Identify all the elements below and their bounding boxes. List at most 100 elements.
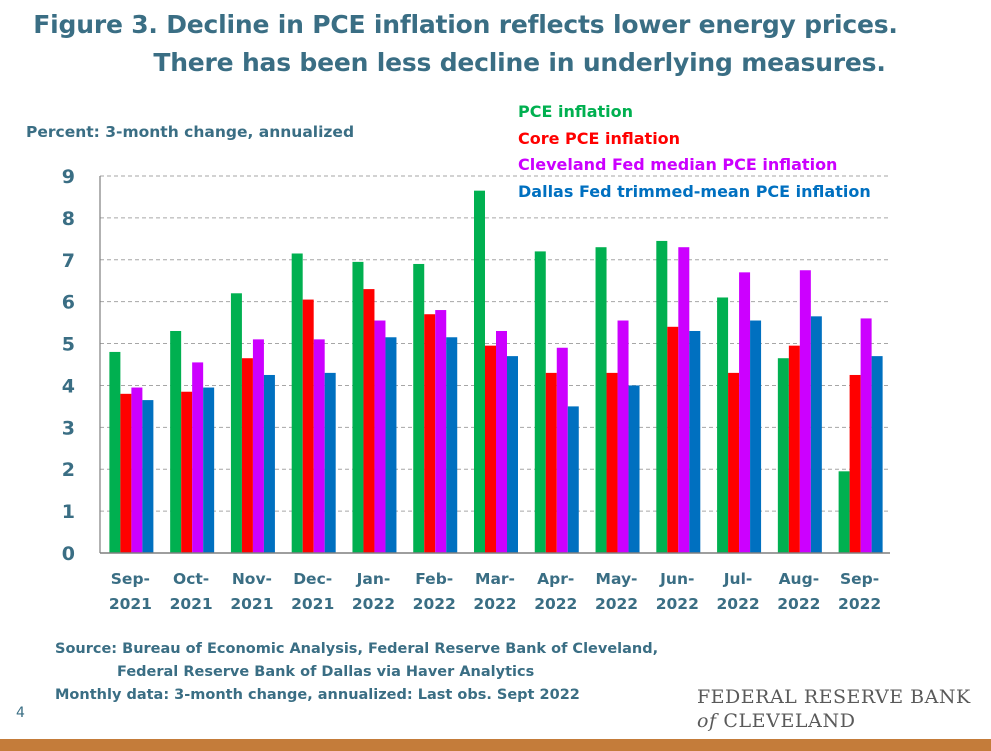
page-number: 4: [16, 705, 25, 721]
x-tick-label-year: 2022: [413, 595, 456, 613]
bar-core-pce-inflation-6: [485, 345, 496, 553]
y-tick-label: 1: [62, 501, 75, 523]
bar-cleveland-fed-median-pce-inflation-9: [678, 247, 690, 553]
bar-pce-inflation-10: [717, 297, 729, 553]
y-tick-label: 6: [62, 292, 75, 314]
y-tick-label: 2: [62, 459, 75, 481]
x-tick-label-year: 2022: [534, 595, 577, 613]
bar-pce-inflation-0: [109, 351, 121, 553]
bar-cleveland-fed-median-pce-inflation-11: [799, 270, 811, 553]
bar-core-pce-inflation-2: [241, 358, 253, 553]
x-tick-label-month: Jan-: [356, 570, 391, 588]
bar-dallas-fed-trimmed-mean-pce-inflation-10: [750, 320, 762, 553]
federal-reserve-logo: FEDERAL RESERVE BANK of CLEVELAND: [697, 686, 971, 732]
bar-pce-inflation-7: [534, 251, 546, 553]
bar-pce-inflation-3: [291, 253, 303, 553]
bar-dallas-fed-trimmed-mean-pce-inflation-5: [446, 337, 458, 553]
source-line1: Source: Bureau of Economic Analysis, Fed…: [55, 641, 659, 657]
legend-item-dallas-trimmed-mean: Dallas Fed trimmed-mean PCE inflation: [518, 182, 871, 202]
bar-cleveland-fed-median-pce-inflation-8: [617, 320, 629, 553]
bar-cleveland-fed-median-pce-inflation-12: [860, 318, 872, 553]
bar-cleveland-fed-median-pce-inflation-1: [192, 362, 204, 553]
x-tick-label-year: 2021: [291, 595, 334, 613]
bar-dallas-fed-trimmed-mean-pce-inflation-1: [203, 387, 215, 553]
x-tick-label-month: Jul-: [723, 570, 753, 588]
bar-pce-inflation-2: [230, 293, 242, 553]
bar-dallas-fed-trimmed-mean-pce-inflation-2: [263, 374, 275, 553]
bar-dallas-fed-trimmed-mean-pce-inflation-7: [567, 406, 579, 553]
x-tick-label-month: Nov-: [232, 570, 272, 588]
logo-of: of: [697, 710, 717, 732]
bar-core-pce-inflation-7: [545, 372, 557, 553]
bar-core-pce-inflation-0: [120, 393, 132, 553]
y-tick-label: 8: [62, 208, 75, 230]
y-tick-label: 3: [62, 417, 75, 439]
legend-item-core-pce: Core PCE inflation: [518, 128, 681, 148]
bar-pce-inflation-9: [656, 240, 668, 553]
x-tick-label-month: Sep-: [840, 570, 879, 588]
y-tick-label: 4: [62, 375, 75, 397]
bar-cleveland-fed-median-pce-inflation-3: [313, 339, 325, 553]
bar-pce-inflation-5: [413, 263, 425, 553]
x-tick-label-month: Dec-: [293, 570, 332, 588]
y-tick-label: 7: [62, 250, 75, 272]
bar-cleveland-fed-median-pce-inflation-5: [435, 310, 447, 553]
bar-cleveland-fed-median-pce-inflation-4: [374, 320, 386, 553]
bar-core-pce-inflation-10: [728, 372, 740, 553]
logo-line2: of CLEVELAND: [697, 710, 971, 732]
x-tick-label-year: 2021: [109, 595, 152, 613]
bar-core-pce-inflation-5: [424, 314, 436, 553]
bar-pce-inflation-11: [777, 358, 789, 553]
bar-cleveland-fed-median-pce-inflation-10: [739, 272, 751, 553]
bar-pce-inflation-6: [474, 190, 485, 553]
bar-core-pce-inflation-4: [363, 289, 375, 553]
x-tick-label-month: Oct-: [173, 570, 209, 588]
legend-item-cleveland-median: Cleveland Fed median PCE inflation: [518, 155, 838, 175]
bar-dallas-fed-trimmed-mean-pce-inflation-8: [628, 385, 640, 553]
x-tick-label-year: 2021: [170, 595, 213, 613]
logo-cleveland: CLEVELAND: [723, 710, 856, 732]
source-line3: Monthly data: 3-month change, annualized…: [55, 687, 580, 703]
y-tick-label: 5: [62, 334, 75, 356]
bar-core-pce-inflation-3: [302, 299, 314, 553]
legend: PCE inflation Core PCE inflation Clevela…: [518, 99, 871, 206]
bar-pce-inflation-12: [838, 471, 850, 553]
x-tick-label-year: 2022: [595, 595, 638, 613]
bar-core-pce-inflation-11: [788, 345, 800, 553]
bar-cleveland-fed-median-pce-inflation-2: [252, 339, 264, 553]
bar-dallas-fed-trimmed-mean-pce-inflation-6: [507, 356, 518, 553]
x-tick-label-year: 2022: [352, 595, 395, 613]
x-tick-label-month: May-: [596, 570, 638, 588]
y-tick-label: 9: [62, 166, 75, 188]
x-tick-label-year: 2022: [656, 595, 699, 613]
bar-core-pce-inflation-1: [181, 391, 193, 553]
chart-title-line2: There has been less decline in underlyin…: [153, 48, 886, 77]
x-tick-label-year: 2022: [838, 595, 881, 613]
bar-dallas-fed-trimmed-mean-pce-inflation-0: [142, 400, 154, 553]
bar-core-pce-inflation-9: [667, 326, 679, 553]
x-tick-label-month: Mar-: [475, 570, 515, 588]
bar-dallas-fed-trimmed-mean-pce-inflation-3: [324, 372, 336, 553]
y-axis-label: Percent: 3-month change, annualized: [26, 123, 355, 141]
chart-title-line1: Figure 3. Decline in PCE inflation refle…: [33, 10, 898, 39]
x-tick-label-year: 2022: [777, 595, 820, 613]
bar-pce-inflation-8: [595, 247, 607, 553]
legend-item-pce: PCE inflation: [518, 102, 634, 121]
x-tick-label-month: Jun-: [659, 570, 694, 588]
source-line2: Federal Reserve Bank of Dallas via Haver…: [117, 664, 535, 680]
bar-pce-inflation-1: [170, 330, 182, 553]
bar-cleveland-fed-median-pce-inflation-0: [131, 387, 143, 553]
bar-dallas-fed-trimmed-mean-pce-inflation-4: [385, 337, 397, 553]
x-tick-label-year: 2022: [473, 595, 516, 613]
x-tick-label-month: Feb-: [415, 570, 453, 588]
x-tick-label-month: Sep-: [111, 570, 150, 588]
bar-dallas-fed-trimmed-mean-pce-inflation-11: [810, 316, 822, 553]
bar-cleveland-fed-median-pce-inflation-7: [556, 347, 568, 553]
x-tick-label-year: 2021: [230, 595, 273, 613]
x-tick-label-month: Apr-: [537, 570, 574, 588]
logo-line1: FEDERAL RESERVE BANK: [697, 686, 971, 708]
bar-dallas-fed-trimmed-mean-pce-inflation-9: [689, 330, 701, 553]
footer-bar: [0, 739, 991, 751]
bar-dallas-fed-trimmed-mean-pce-inflation-12: [871, 356, 883, 553]
